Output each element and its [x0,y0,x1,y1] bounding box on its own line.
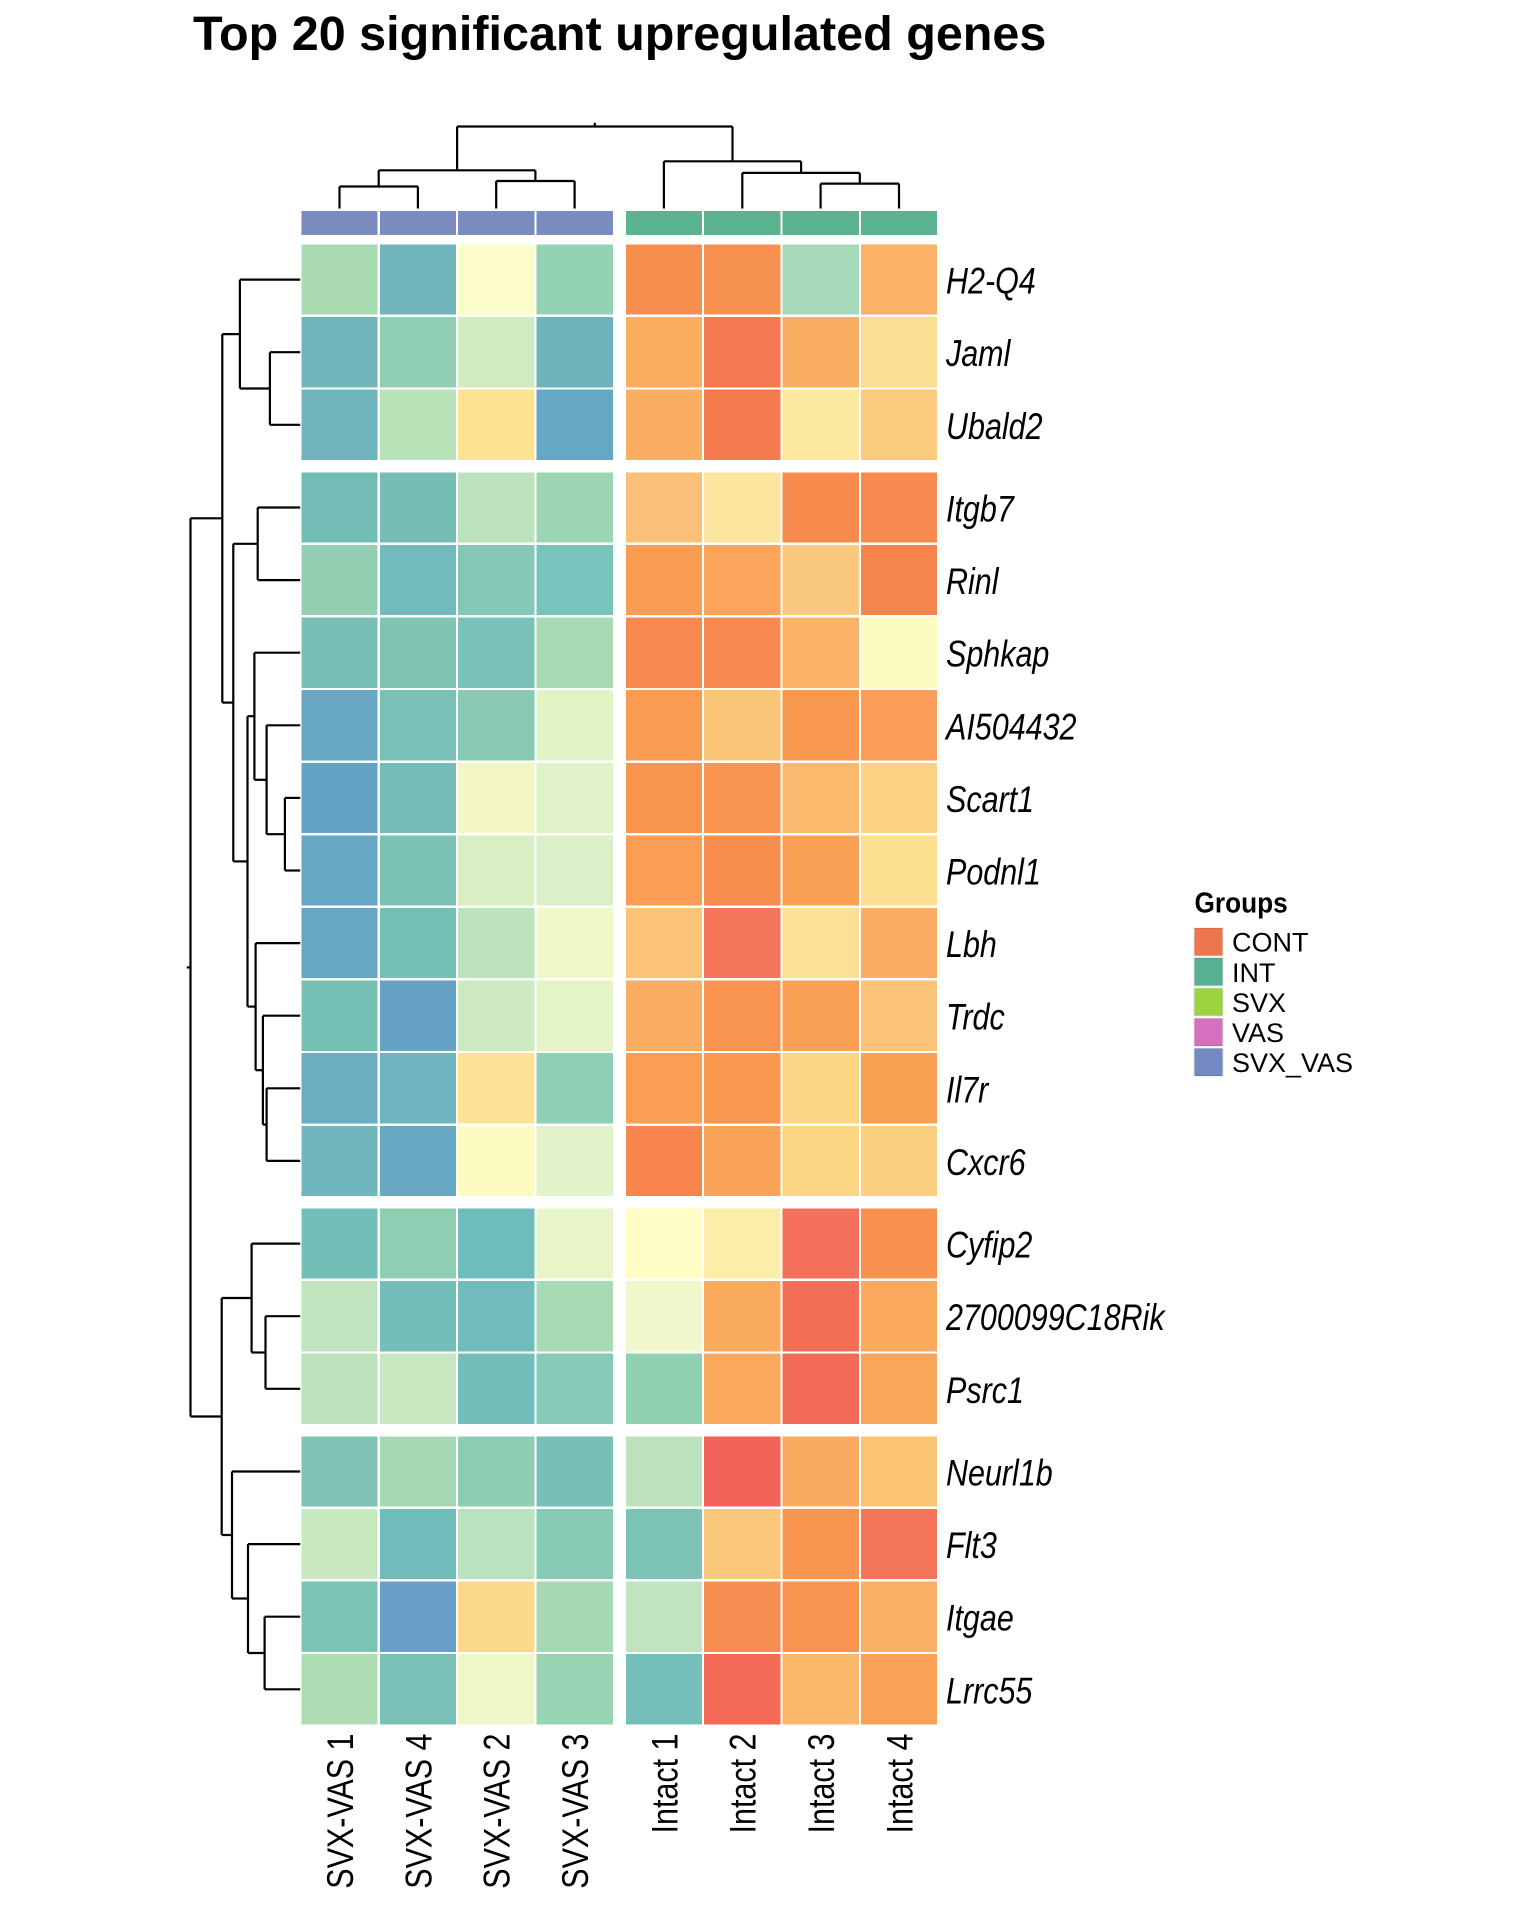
svg-text:INT: INT [1232,958,1276,988]
svg-text:AI504432: AI504432 [944,706,1076,748]
svg-text:Psrc1: Psrc1 [946,1370,1024,1412]
svg-text:SVX-VAS 4: SVX-VAS 4 [398,1734,440,1889]
svg-text:Intact 1: Intact 1 [644,1734,686,1834]
svg-text:Sphkap: Sphkap [946,634,1049,676]
svg-text:Flt3: Flt3 [946,1525,997,1567]
svg-text:2700099C18Rik: 2700099C18Rik [945,1297,1166,1339]
svg-text:Rinl: Rinl [946,561,1000,603]
svg-text:Groups: Groups [1195,886,1288,918]
svg-text:VAS: VAS [1232,1018,1284,1048]
svg-text:Scart1: Scart1 [946,779,1034,821]
svg-text:SVX-VAS 3: SVX-VAS 3 [555,1734,597,1889]
svg-text:Intact 3: Intact 3 [801,1734,843,1834]
svg-text:Neurl1b: Neurl1b [946,1453,1053,1495]
svg-text:Itgb7: Itgb7 [946,489,1016,531]
svg-text:SVX-VAS 1: SVX-VAS 1 [320,1734,362,1889]
svg-text:Ubald2: Ubald2 [946,406,1043,448]
svg-text:SVX-VAS 2: SVX-VAS 2 [477,1734,519,1889]
svg-text:Lbh: Lbh [946,924,997,966]
svg-text:Intact 4: Intact 4 [880,1734,922,1834]
svg-text:Jaml: Jaml [945,333,1012,375]
svg-text:Il7r: Il7r [946,1069,990,1111]
svg-text:H2-Q4: H2-Q4 [946,261,1036,303]
svg-text:Cyfip2: Cyfip2 [946,1225,1032,1267]
svg-text:SVX_VAS: SVX_VAS [1232,1048,1353,1078]
svg-text:Intact 2: Intact 2 [723,1734,765,1834]
svg-text:Podnl1: Podnl1 [946,852,1041,894]
svg-text:SVX: SVX [1232,988,1286,1018]
svg-text:Top 20 significant upregulated: Top 20 significant upregulated genes [193,7,1046,61]
svg-text:Lrrc55: Lrrc55 [946,1670,1033,1712]
svg-text:Trdc: Trdc [946,997,1005,1039]
svg-text:Itgae: Itgae [946,1598,1014,1640]
svg-text:Cxcr6: Cxcr6 [946,1142,1026,1184]
svg-text:CONT: CONT [1232,928,1309,958]
